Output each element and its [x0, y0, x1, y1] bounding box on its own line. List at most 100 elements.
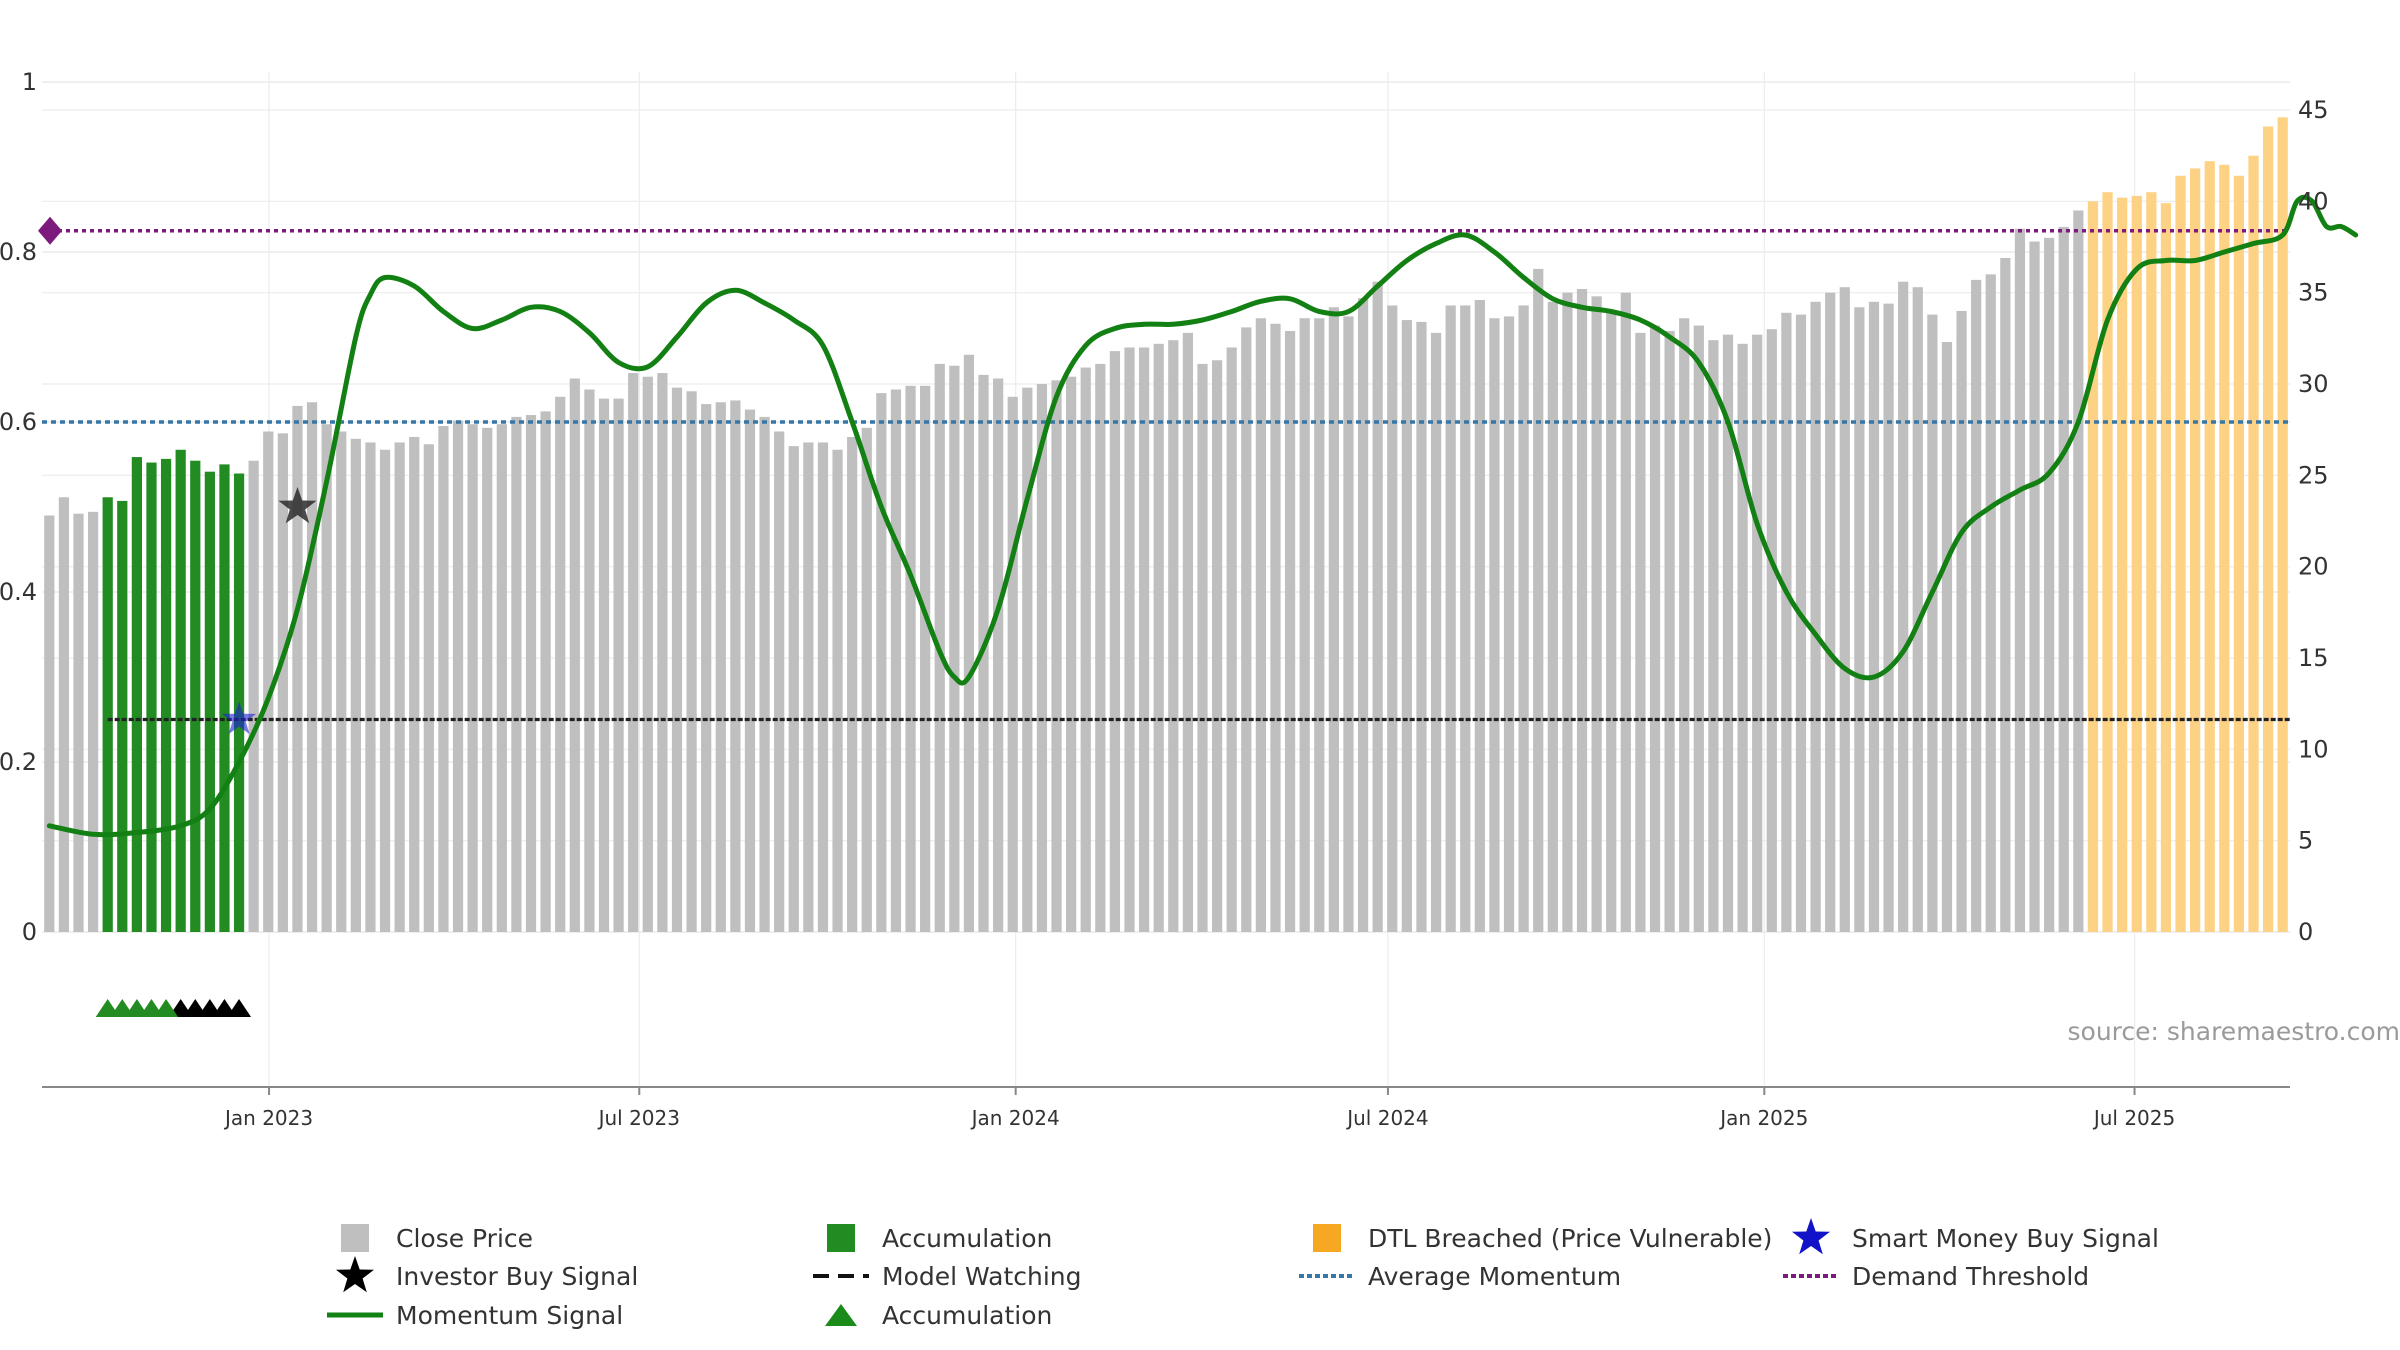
close-price-bar — [1270, 323, 1281, 933]
close-price-bar — [248, 460, 259, 932]
close-price-bar — [1051, 380, 1062, 932]
close-price-bar — [2014, 228, 2026, 932]
close-price-bar — [1839, 287, 1850, 933]
close-price-bar — [2058, 226, 2069, 932]
close-price-bar — [1664, 331, 1675, 932]
close-price-bar — [1795, 314, 1807, 932]
close-price-bar — [1080, 367, 1091, 932]
close-price-bar — [1197, 363, 1208, 932]
signal-lines — [38, 194, 2359, 1017]
dtl-breached-bar — [2204, 161, 2215, 932]
left-tick-label: 0 — [22, 918, 37, 946]
close-price-bar — [1868, 301, 1880, 932]
legend-label: Demand Threshold — [1852, 1262, 2089, 1291]
momentum-signal-line — [46, 194, 2359, 838]
close-price-bar — [671, 387, 683, 932]
legend-label: Smart Money Buy Signal — [1852, 1224, 2159, 1253]
close-price-bar — [1416, 321, 1427, 933]
close-price-bar — [1912, 287, 1923, 933]
close-price-bar — [803, 442, 814, 932]
close-price-bar — [788, 446, 799, 932]
close-price-bar — [1693, 325, 1704, 933]
dtl-breached-bar — [2087, 201, 2099, 933]
accumulation-bar — [102, 497, 113, 932]
close-price-bar — [1737, 343, 1748, 932]
legend-label: DTL Breached (Price Vulnerable) — [1368, 1224, 1772, 1253]
close-price-bar — [365, 442, 376, 932]
close-price-bar — [1722, 334, 1734, 932]
close-price-bar — [1533, 268, 1544, 932]
left-tick-label: 0.6 — [0, 408, 37, 436]
date-tick-label: Jul 2023 — [597, 1106, 680, 1130]
close-price-bar — [1518, 305, 1529, 932]
close-price-bar — [817, 442, 829, 932]
right-tick-label: 0 — [2298, 918, 2313, 946]
accumulation-bar — [175, 449, 186, 932]
close-price-bar — [511, 416, 522, 932]
left-tick-label: 1 — [22, 68, 37, 96]
close-price-bar — [496, 424, 507, 932]
close-price-bar — [1401, 320, 1412, 933]
accumulation-bar — [190, 460, 201, 932]
close-price-bar — [1226, 347, 1237, 932]
close-price-bar — [847, 436, 858, 932]
close-price-bar — [1124, 347, 1135, 932]
close-price-bar — [1474, 299, 1485, 932]
close-price-bar — [1591, 296, 1602, 932]
dtl-breached-bar — [2102, 192, 2113, 932]
close-price-bar — [1927, 314, 1938, 932]
close-price-bar — [1576, 289, 1588, 933]
legend-star-icon — [336, 1256, 374, 1293]
date-tick-label: Jan 2024 — [970, 1106, 1060, 1130]
close-price-bar — [832, 449, 843, 932]
legend-triangle-icon — [825, 1304, 857, 1326]
close-price-bar — [1095, 363, 1106, 932]
close-price-bar — [744, 409, 756, 932]
dtl-breached-bar — [2262, 126, 2274, 932]
right-tick-label: 10 — [2298, 735, 2329, 763]
close-price-bar — [686, 391, 697, 933]
close-price-bar — [1708, 340, 1719, 932]
close-price-bar — [58, 497, 70, 932]
close-price-bar — [1620, 292, 1631, 933]
close-price-bar — [1562, 292, 1573, 933]
close-price-bar — [1299, 318, 1310, 932]
close-price-bar — [584, 389, 595, 933]
smart-money-buy-signal-star — [221, 701, 257, 735]
close-price-bar — [1649, 325, 1661, 933]
dtl-breached-bar — [2175, 175, 2186, 932]
close-price-bar — [438, 426, 449, 932]
model-watching-triangle — [227, 999, 252, 1017]
dtl-breached-bar — [2146, 192, 2157, 932]
legend: Close Price Accumulation DTL Breached (Pri… — [327, 1218, 2159, 1330]
legend-square-icon — [341, 1224, 369, 1252]
close-price-bar — [1372, 281, 1383, 932]
close-price-bar — [1956, 310, 1967, 932]
left-tick-label: 0.2 — [0, 748, 37, 776]
close-price-bar — [1255, 318, 1266, 932]
close-price-bar — [598, 398, 610, 932]
close-price-bar — [277, 433, 288, 932]
close-price-bar — [555, 396, 566, 933]
close-price-bar — [1971, 279, 1982, 932]
close-price-bar — [1489, 318, 1500, 932]
right-tick-label: 30 — [2298, 370, 2329, 398]
dtl-breached-bar — [2248, 155, 2259, 932]
accumulation-bar — [146, 462, 157, 932]
close-price-bar — [306, 402, 318, 932]
close-price-bar — [920, 385, 931, 932]
close-price-bar — [379, 449, 391, 932]
close-price-bar — [1503, 316, 1515, 932]
close-price-bar — [905, 385, 916, 932]
close-price-bar — [1182, 332, 1194, 932]
close-price-bar — [1138, 347, 1150, 932]
close-price-bar — [1898, 281, 1909, 932]
close-price-bar — [1430, 332, 1442, 932]
close-price-bar — [1328, 307, 1339, 932]
right-tick-label: 40 — [2298, 187, 2329, 215]
right-tick-label: 15 — [2298, 644, 2329, 672]
demand-threshold-marker — [38, 216, 62, 245]
accumulation-bar — [131, 457, 142, 932]
close-price-bar — [2073, 210, 2084, 932]
